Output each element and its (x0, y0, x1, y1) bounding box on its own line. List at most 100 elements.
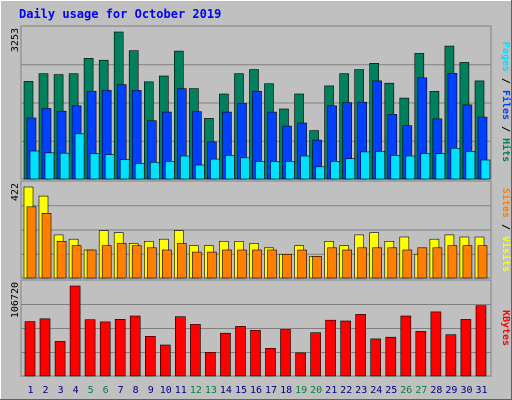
bar-pages (345, 158, 356, 180)
bar-pages (420, 153, 431, 180)
bar-pages (255, 161, 265, 180)
bar-sites (357, 247, 368, 279)
day-label: 28 (430, 385, 442, 396)
bar-pages (225, 155, 235, 180)
bar-pages (89, 153, 100, 180)
bar-kbytes (430, 311, 442, 377)
bar-sites (177, 243, 187, 279)
legend-entry: Pages (500, 42, 511, 72)
bar-kbytes (370, 338, 382, 377)
bar-pages (270, 161, 280, 180)
bar-pages (330, 161, 340, 180)
bar-pages (435, 153, 446, 180)
bar-kbytes (250, 329, 261, 377)
day-label: 12 (190, 385, 202, 396)
bar-kbytes (220, 332, 231, 377)
bar-kbytes (24, 321, 36, 377)
bar-sites (71, 245, 82, 279)
day-label: 3 (58, 385, 64, 396)
bar-sites (342, 249, 353, 279)
bar-kbytes (415, 331, 427, 377)
bar-pages (240, 157, 250, 180)
bar-pages (74, 133, 85, 180)
bar-kbytes (160, 344, 171, 377)
bar-kbytes (445, 334, 457, 377)
bar-kbytes (205, 351, 216, 377)
bar-pages (29, 150, 40, 180)
bar-pages (480, 159, 491, 180)
bar-kbytes (280, 329, 291, 377)
day-label: 18 (280, 385, 292, 396)
chart-title: Daily usage for October 2019 (19, 7, 221, 21)
legend-entry: Sites (500, 188, 512, 218)
bar-kbytes (340, 320, 352, 377)
bar-kbytes (99, 321, 111, 377)
legend-entry: Hits (500, 138, 512, 162)
bar-kbytes (460, 319, 472, 377)
bar-sites (282, 254, 292, 279)
bar-sites (26, 206, 37, 279)
legend: KBytes (500, 310, 511, 346)
bar-kbytes (400, 315, 412, 377)
day-label: 1 (27, 385, 33, 396)
day-label: 2 (42, 385, 48, 396)
day-label: 22 (340, 385, 352, 396)
day-label: 10 (160, 385, 172, 396)
day-label: 5 (88, 385, 94, 396)
day-label: 31 (475, 385, 487, 396)
bar-pages (59, 152, 70, 180)
bar-sites (447, 245, 458, 279)
day-label: 6 (103, 385, 109, 396)
bar-sites (162, 249, 172, 279)
bar-sites (116, 243, 127, 279)
bar-pages (285, 161, 295, 180)
panel-kbytes: 106720 KBytes (10, 279, 511, 377)
bar-pages (119, 159, 130, 180)
bar-kbytes (145, 335, 156, 377)
day-label: 23 (355, 385, 367, 396)
bar-sites (432, 247, 443, 279)
bar-pages (450, 148, 461, 180)
bar-sites (477, 245, 488, 279)
bar-kbytes (114, 318, 126, 377)
legend-entry: KBytes (500, 310, 511, 346)
bar-sites (41, 213, 52, 279)
day-label: 7 (118, 385, 124, 396)
day-label: 9 (148, 385, 154, 396)
day-label: 4 (73, 385, 79, 396)
bar-pages (405, 155, 416, 180)
bar-sites (86, 249, 97, 279)
day-label: 14 (220, 385, 232, 396)
bar-kbytes (69, 285, 81, 377)
panel-visits-sites: 422 Sites / Visits (10, 180, 512, 279)
bar-kbytes (54, 341, 66, 377)
legend: Sites / Visits (500, 188, 512, 272)
bar-sites (387, 247, 398, 279)
bar-kbytes (325, 319, 336, 377)
legend-entry: Files (500, 90, 512, 120)
bar-sites (372, 247, 383, 279)
bar-pages (195, 164, 205, 180)
day-label: 30 (460, 385, 472, 396)
legend-entry: Visits (500, 236, 512, 272)
bar-kbytes (295, 352, 306, 377)
legend: Pages / Files / Hits (500, 42, 512, 162)
bar-pages (165, 161, 175, 180)
bar-kbytes (84, 319, 96, 377)
bar-sites (192, 251, 202, 279)
day-label: 24 (370, 385, 382, 396)
legend-entry: / (500, 72, 511, 90)
day-label: 16 (250, 385, 262, 396)
bar-kbytes (385, 336, 397, 377)
y-max-label: 3253 (10, 28, 21, 52)
bar-kbytes (475, 305, 487, 377)
day-label: 29 (445, 385, 457, 396)
bar-kbytes (265, 347, 276, 377)
day-label: 8 (133, 385, 139, 396)
bar-sites (56, 241, 67, 279)
bar-sites (327, 247, 337, 279)
bar-sites (462, 245, 473, 279)
bar-pages (375, 151, 386, 180)
day-label: 25 (385, 385, 397, 396)
day-label: 17 (265, 385, 277, 396)
